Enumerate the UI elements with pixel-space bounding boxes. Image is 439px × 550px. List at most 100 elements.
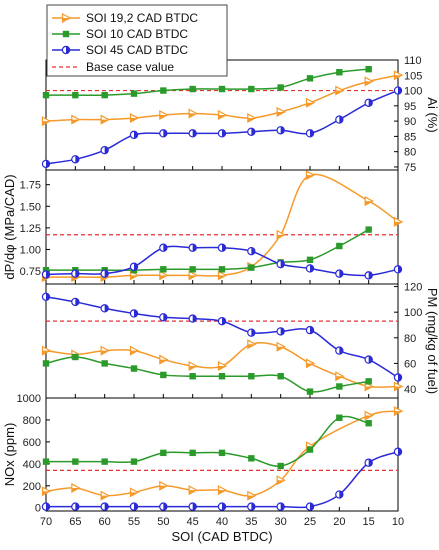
data-point (129, 130, 139, 140)
data-point (100, 269, 109, 278)
data-point (277, 462, 284, 470)
data-point (276, 341, 286, 352)
data-point (276, 259, 285, 269)
data-point (393, 216, 404, 227)
x-tick-label: 25 (304, 516, 316, 528)
data-point (305, 170, 316, 181)
data-point (100, 114, 110, 125)
data-point (335, 269, 344, 278)
data-point (364, 76, 374, 87)
data-point (71, 114, 81, 125)
data-point (100, 145, 109, 155)
data-point (71, 269, 80, 278)
series-line-0 (45, 173, 399, 278)
data-point (100, 502, 109, 511)
y-tick-label: 600 (23, 437, 41, 449)
data-point (130, 365, 138, 372)
series-line-2 (46, 451, 399, 509)
data-point (393, 265, 403, 274)
data-point (41, 159, 51, 169)
x-tick-label: 20 (333, 516, 345, 528)
data-point (217, 485, 228, 496)
data-point (336, 242, 343, 250)
y-tick-label: 100 (404, 86, 422, 98)
data-point (129, 262, 139, 271)
y-tick-label: 110 (404, 55, 422, 67)
data-point (72, 91, 79, 99)
y-tick-label: 400 (23, 459, 41, 471)
data-point (71, 155, 80, 164)
data-point (365, 226, 372, 233)
x-tick-label: 30 (275, 516, 287, 528)
data-point (335, 115, 344, 124)
y-tick-label: 80 (404, 147, 416, 159)
data-point (276, 502, 285, 511)
y-tick-label: 90 (404, 116, 416, 128)
legend-entry: SOI 10 CAD BTDC (86, 27, 188, 41)
data-point (159, 480, 169, 491)
data-point (129, 113, 140, 124)
x-tick-label: 15 (363, 516, 375, 528)
y-tick-label: 60 (404, 358, 416, 370)
data-point (364, 410, 374, 421)
y-axis-label: Ai (%) (425, 97, 439, 132)
data-point (130, 458, 138, 465)
y-axis-label: PM (mg/kg of fuel) (425, 288, 439, 394)
data-point (189, 85, 196, 93)
data-point (189, 449, 196, 457)
data-point (217, 316, 227, 326)
x-tick-label: 35 (245, 516, 257, 528)
data-point (248, 373, 255, 380)
legend-box (46, 4, 228, 77)
data-point (189, 373, 196, 380)
y-tick-label: 1000 (17, 393, 41, 405)
data-point (247, 490, 257, 501)
data-point (42, 360, 50, 367)
data-point (393, 406, 404, 417)
y-tick-label: 1.25 (20, 223, 41, 235)
data-point (217, 129, 227, 138)
data-point (364, 355, 373, 364)
data-point (71, 297, 80, 307)
data-point (365, 378, 372, 385)
data-point (218, 449, 226, 457)
data-point (71, 482, 81, 493)
data-point (42, 266, 50, 274)
legend: SOI 19,2 CAD BTDC SOI 10 CAD BTDC SOI 45 C… (46, 4, 228, 77)
y-tick-label: 0.75 (20, 266, 41, 278)
data-point (393, 86, 403, 95)
data-point (41, 345, 52, 356)
data-point (248, 264, 255, 271)
x-tick-label: 55 (128, 516, 140, 528)
y-tick-label: 1.50 (20, 201, 41, 213)
x-axis-label: SOI (CAD BTDC) (171, 529, 272, 544)
data-point (365, 65, 372, 73)
x-tick-label: 50 (157, 516, 169, 528)
data-point (100, 490, 110, 501)
y-tick-label: 105 (404, 70, 422, 82)
data-point (129, 487, 140, 498)
x-tick-label: 40 (216, 516, 228, 528)
data-point (42, 458, 50, 465)
data-point (306, 388, 314, 395)
legend-entry: Base case value (86, 60, 174, 74)
data-point (305, 502, 315, 511)
data-point (129, 502, 139, 511)
data-point (247, 502, 256, 511)
data-point (217, 270, 228, 281)
data-point (306, 256, 314, 264)
data-point (188, 360, 198, 371)
data-point (364, 458, 373, 467)
x-tick-label: 60 (99, 516, 111, 528)
data-point (276, 327, 285, 336)
legend-marker (62, 30, 70, 38)
data-point (188, 314, 197, 323)
data-point (218, 373, 226, 380)
data-point (305, 97, 316, 108)
data-point (336, 414, 343, 421)
data-point (364, 98, 373, 107)
data-point (365, 420, 372, 427)
y-tick-label: 95 (404, 101, 416, 113)
